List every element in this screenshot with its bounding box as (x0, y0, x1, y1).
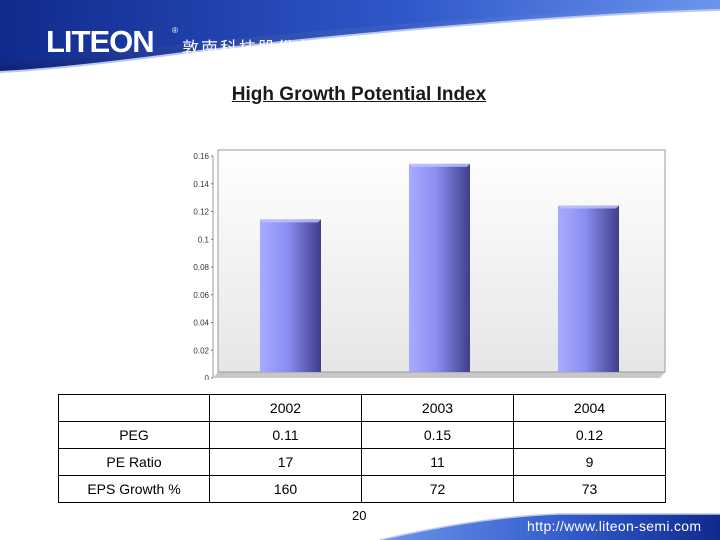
footer-url: http://www.liteon-semi.com (527, 518, 702, 534)
page-number: 20 (352, 508, 367, 523)
table-row-label: EPS Growth % (58, 475, 210, 503)
table-header-cell: 2002 (209, 394, 362, 422)
bar-top-2004 (558, 205, 619, 209)
table-cell: 160 (209, 475, 362, 503)
table-cell: 11 (361, 448, 514, 476)
company-name: 敦南科技股份有限公司 (182, 39, 372, 59)
data-table: 2002 2003 2004 PEG 0.11 0.15 0.12 PE Rat… (58, 394, 666, 503)
bar-chart: 0 0.02 0.04 0.06 0.08 0.1 0.12 0.14 0.16 (193, 149, 666, 380)
y-tick-label: 0.14 (193, 180, 209, 189)
table-cell: 0.11 (209, 421, 362, 449)
table-cell: 17 (209, 448, 362, 476)
table-header-row: 2002 2003 2004 (58, 394, 666, 422)
bar-2002 (260, 219, 321, 372)
table-header-cell: 2004 (513, 394, 666, 422)
y-tick-label: 0.04 (193, 319, 209, 328)
y-tick-label: 0.02 (193, 346, 209, 355)
bar-2004 (558, 205, 619, 372)
y-tick-label: 0.06 (193, 291, 209, 300)
plot-floor (213, 372, 665, 378)
liteon-logo: LITEON (46, 24, 155, 59)
table-row: PEG 0.11 0.15 0.12 (58, 421, 666, 449)
table-cell: 9 (513, 448, 666, 476)
table-cell: 0.15 (361, 421, 514, 449)
y-tick-label: 0.1 (198, 235, 210, 244)
table-row-label: PEG (58, 421, 210, 449)
table-cell: 72 (361, 475, 514, 503)
table-row-label: PE Ratio (58, 448, 210, 476)
table-header-cell: 2003 (361, 394, 514, 422)
table-header-cell (58, 394, 210, 422)
bar-top-2002 (260, 219, 321, 223)
y-tick-label: 0.16 (193, 152, 209, 161)
registered-mark: ® (172, 26, 178, 35)
table-cell: 73 (513, 475, 666, 503)
table-row: EPS Growth % 160 72 73 (58, 475, 666, 503)
bar-top-2003 (409, 163, 470, 167)
y-tick-label: 0 (205, 374, 210, 380)
header-banner (0, 0, 720, 73)
table-row: PE Ratio 17 11 9 (58, 448, 666, 476)
bar-2003 (409, 163, 470, 372)
page-title-text: High Growth Potential Index (231, 84, 487, 105)
footer-banner (379, 513, 720, 540)
table-cell: 0.12 (513, 421, 666, 449)
y-tick-label: 0.12 (193, 208, 209, 217)
page-title: High Growth Potential Index (0, 84, 720, 106)
y-tick-label: 0.08 (193, 263, 209, 272)
